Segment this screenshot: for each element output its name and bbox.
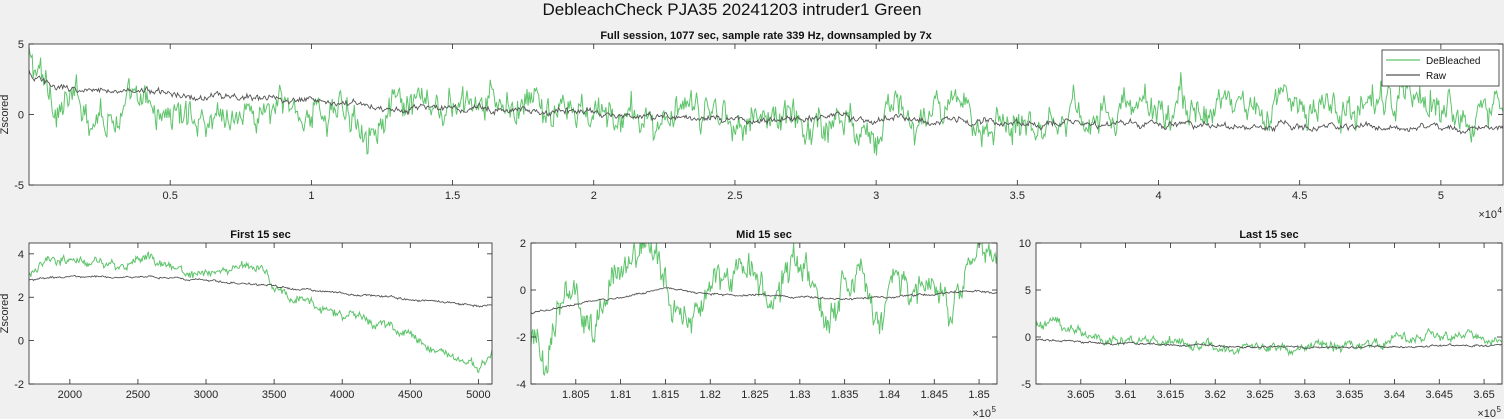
x-tick-label: 1.82 [700, 389, 721, 401]
x-tick-label: 3.61 [1115, 389, 1136, 401]
x-tick-label: 3.5 [1010, 190, 1025, 202]
y-tick-label: -2 [14, 379, 24, 391]
x-tick-label: 2.5 [727, 190, 742, 202]
chart-title: Full session, 1077 sec, sample rate 339 … [600, 30, 932, 42]
legend-entry: DeBleached [1426, 56, 1480, 67]
x-tick-label: 1.825 [741, 389, 769, 401]
x-tick-label: 3.64 [1384, 389, 1405, 401]
plot-area [29, 243, 492, 384]
chart-title: First 15 sec [230, 229, 291, 241]
y-tick-label: 0 [520, 285, 526, 297]
axes-box [1035, 242, 1503, 385]
y-tick-label: 2 [520, 238, 526, 250]
y-axis-label: Zscored [0, 294, 11, 334]
x-tick-label: 1.815 [652, 389, 680, 401]
y-tick-label: -5 [1021, 379, 1031, 391]
y-tick-label: 0 [18, 110, 24, 122]
chart-mid: 1.805 1.81 1.815 1.82 1.825 1.83 1.835 1.84 1.84… [516, 229, 998, 419]
series-group [1036, 315, 1502, 357]
y-tick-label: 4 [18, 249, 24, 261]
x-tick-label: 4 [1155, 190, 1161, 202]
x-tick-label: 3.63 [1294, 389, 1315, 401]
x-tick-label: 3500 [262, 389, 286, 401]
x-tick-label: 0.5 [163, 190, 178, 202]
legend-entry: Raw [1426, 71, 1447, 82]
x-exponent-label: ×10 [1478, 209, 1497, 221]
y-tick-label: 10 [1019, 238, 1031, 250]
x-tick-label: 1.83 [789, 389, 810, 401]
series-group [531, 243, 997, 377]
x-tick-label: 1.805 [562, 389, 590, 401]
x-exponent-power: 5 [1497, 405, 1502, 414]
series-line-raw [29, 69, 1503, 135]
plot-area [29, 44, 1503, 185]
x-exponent-power: 5 [992, 405, 997, 414]
series-line-debleached [29, 251, 492, 373]
x-tick-label: 1.84 [879, 389, 900, 401]
x-tick-label: 3.625 [1246, 389, 1274, 401]
figure-title: DebleachCheck PJA35 20241203 intruder1 G… [542, 0, 922, 19]
y-tick-label: 2 [18, 292, 24, 304]
y-tick-label: 5 [18, 39, 24, 51]
y-tick-label: 0 [18, 336, 24, 348]
series-group [29, 46, 1503, 156]
x-tick-label: 3.645 [1426, 389, 1454, 401]
series-line-debleached [29, 46, 1503, 156]
series-line-raw [29, 274, 492, 308]
x-tick-label: 3.62 [1205, 389, 1226, 401]
series-line-raw [531, 286, 997, 315]
series-line-raw [1036, 338, 1502, 350]
x-tick-label: 3.65 [1473, 389, 1494, 401]
y-tick-label: -5 [14, 180, 24, 192]
x-tick-label: 5000 [466, 389, 490, 401]
x-tick-label: 3.605 [1067, 389, 1095, 401]
x-tick-label: 1.845 [921, 389, 949, 401]
x-tick-label: 1.835 [831, 389, 859, 401]
chart-first: 2000 2500 3000 3500 4000 4500 5000 -2 0 2 4 First 1… [0, 229, 493, 401]
legend-box [1381, 49, 1500, 87]
x-tick-label: 3.635 [1336, 389, 1364, 401]
chart-last: 3.605 3.61 3.615 3.62 3.625 3.63 3.635 3.64 3.64… [1019, 229, 1503, 419]
chart-full: 0.5 1 1.5 2 2.5 3 3.5 4 4.5 5 -5 0 5 Full session, 10… [0, 30, 1504, 221]
x-exponent-power: 4 [1498, 206, 1503, 215]
x-tick-label: 5 [1438, 190, 1444, 202]
axes-box [530, 242, 998, 385]
x-tick-label: 3000 [194, 389, 218, 401]
x-tick-label: 3 [873, 190, 879, 202]
legend: DeBleached Raw [1381, 49, 1500, 87]
x-tick-label: 4000 [330, 389, 354, 401]
x-tick-label: 2 [591, 190, 597, 202]
axes-box [28, 242, 493, 385]
y-axis-label: Zscored [0, 95, 11, 135]
chart-title: Last 15 sec [1239, 229, 1298, 241]
x-tick-label: 4500 [398, 389, 422, 401]
series-group [29, 251, 492, 373]
x-tick-label: 1.85 [968, 389, 989, 401]
x-tick-label: 1.5 [445, 190, 460, 202]
series-line-debleached [531, 243, 997, 377]
x-tick-label: 3.615 [1157, 389, 1185, 401]
y-tick-label: -4 [516, 379, 526, 391]
plot-area [1036, 243, 1502, 384]
plot-area [531, 243, 997, 384]
x-tick-label: 2000 [58, 389, 82, 401]
x-tick-label: 1 [308, 190, 314, 202]
x-tick-label: 2500 [126, 389, 150, 401]
x-tick-label: 4.5 [1292, 190, 1307, 202]
x-exponent-label: ×10 [972, 408, 991, 419]
y-tick-label: 0 [1025, 332, 1031, 344]
y-tick-label: 5 [1025, 285, 1031, 297]
x-tick-label: 1.81 [610, 389, 631, 401]
y-tick-label: -2 [516, 332, 526, 344]
x-exponent-label: ×10 [1477, 408, 1496, 419]
chart-title: Mid 15 sec [736, 229, 792, 241]
